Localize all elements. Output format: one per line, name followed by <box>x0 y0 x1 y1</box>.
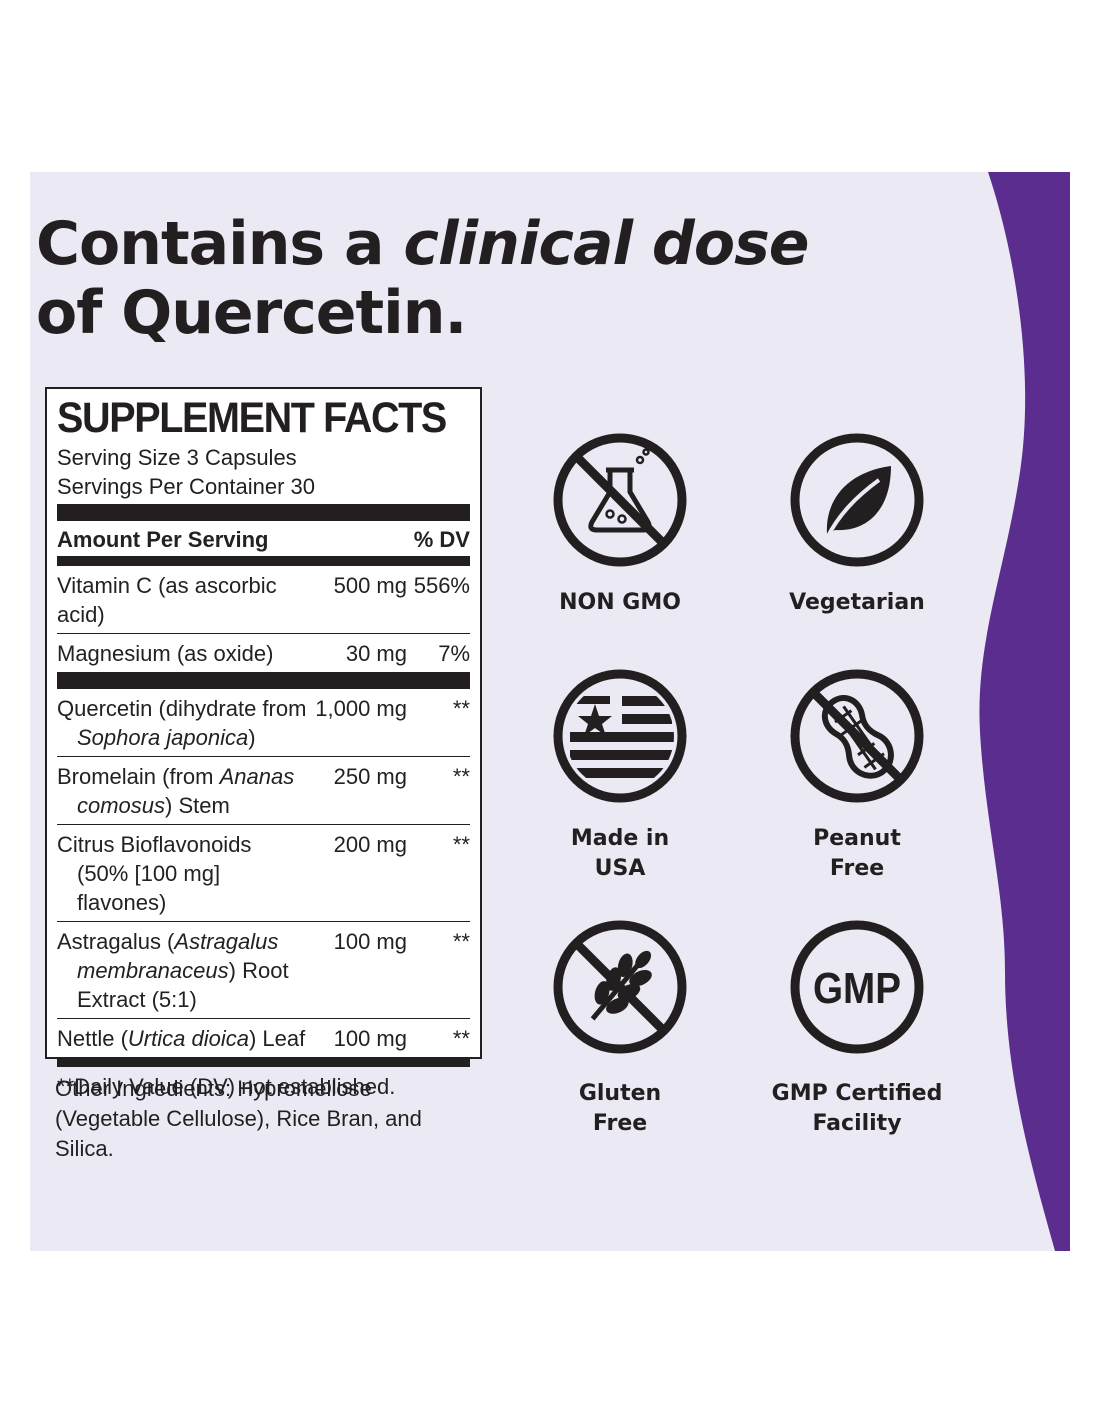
no-peanut-icon <box>790 669 924 803</box>
serving-size: Serving Size 3 Capsules <box>57 445 297 470</box>
badge-label: Gluten Free <box>578 1081 662 1136</box>
badge-made-in-usa: Made in USA <box>520 666 720 884</box>
no-gmo-flask-icon <box>553 433 687 567</box>
other-ingredients: Other Ingredients: Hypromellose (Vegetab… <box>55 1076 422 1161</box>
ingredient-row-quercetin: Quercetin (dihydrate from Sophora japonic… <box>57 689 470 757</box>
servings-per-container: Servings Per Container 30 <box>57 474 316 499</box>
divider-medium <box>57 556 470 566</box>
ingredient-row-nettle: Nettle (Urtica dioica) Leaf 100 mg ** <box>57 1026 470 1051</box>
supplement-facts-panel: SUPPLEMENT FACTS Serving Size 3 Capsules… <box>45 387 482 1099</box>
nutrient-row-vitamin-c: Vitamin C (as ascorbic acid) 500 mg 556% <box>57 566 470 634</box>
amount-header-row: Amount Per Serving % DV <box>57 527 470 552</box>
gmp-icon: GMP <box>790 920 924 1054</box>
content-panel: Contains a clinical dose of Quercetin. S… <box>30 172 1070 1251</box>
divider-medium <box>57 1057 470 1067</box>
usa-flag-icon <box>553 669 687 803</box>
badge-gluten-free: Gluten Free <box>520 917 720 1139</box>
ingredient-row-citrus-bioflavonoids: Citrus Bioflavonoids (50% [100 mg] flavon… <box>57 825 470 922</box>
badge-vegetarian: Vegetarian <box>757 430 957 618</box>
leaf-icon <box>790 433 924 567</box>
nutrient-row-magnesium: Magnesium (as oxide) 30 mg 7% <box>57 641 470 666</box>
badge-label: NON GMO <box>559 590 681 615</box>
headline: Contains a clinical dose of Quercetin. <box>36 209 809 348</box>
ingredient-row-astragalus: Astragalus (Astragalus membranaceus) Root… <box>57 922 470 1019</box>
daily-value-footnote: **Daily Value (DV) not established. <box>57 1074 396 1099</box>
badge-label: Made in USA <box>570 826 670 881</box>
supplement-facts-title: SUPPLEMENT FACTS <box>57 394 447 442</box>
ingredient-row-bromelain: Bromelain (from Ananas comosus) Stem 250 … <box>57 757 470 825</box>
headline-emphasis: clinical dose <box>403 209 809 279</box>
no-wheat-icon <box>553 920 687 1054</box>
purple-wave-decoration <box>979 172 1070 1251</box>
badge-label: Vegetarian <box>789 590 925 615</box>
divider-thick <box>57 504 470 521</box>
badge-gmp-certified: GMP GMP Certified Facility <box>757 917 957 1139</box>
gmp-icon-text: GMP <box>813 964 901 1013</box>
badge-peanut-free: Peanut Free <box>757 666 957 884</box>
badge-non-gmo: NON GMO <box>520 430 720 618</box>
badge-label: Peanut Free <box>813 826 901 881</box>
badge-label: GMP Certified Facility <box>771 1081 943 1136</box>
divider-thick <box>57 672 470 689</box>
